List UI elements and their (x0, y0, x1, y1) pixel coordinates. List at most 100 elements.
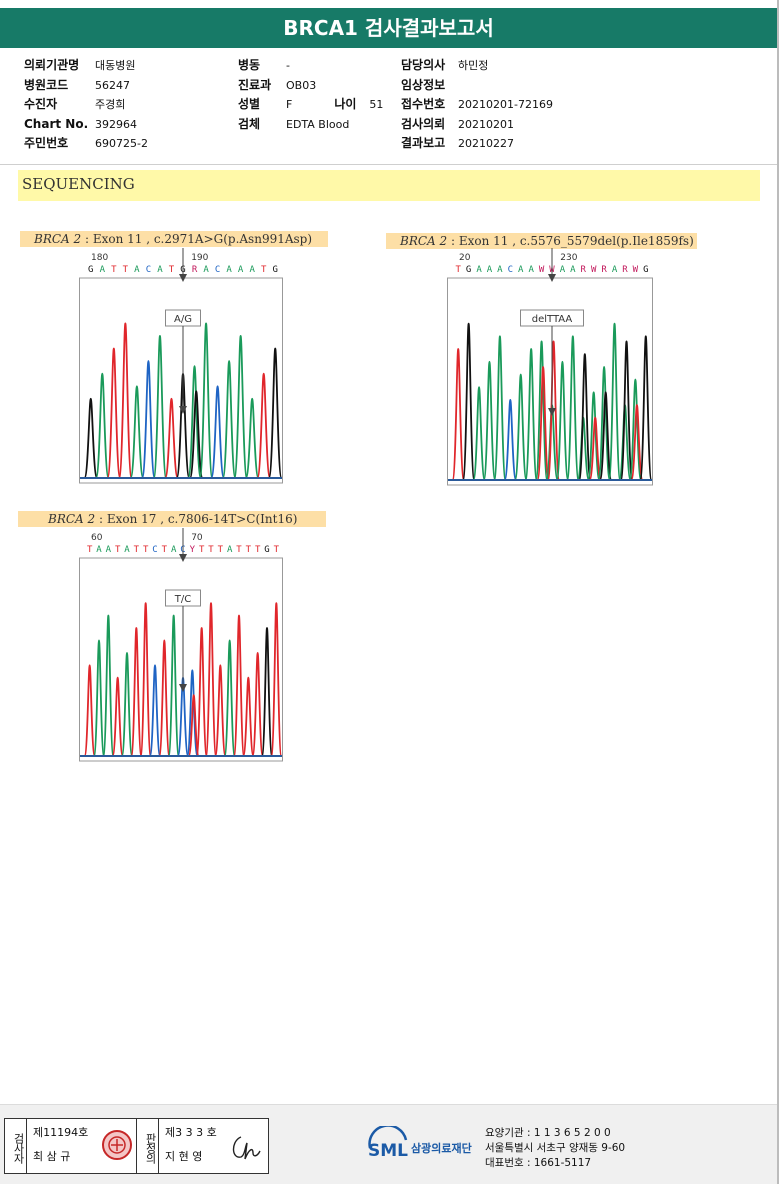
info-label: 검사의뢰 (401, 116, 446, 131)
trace-peak (524, 348, 538, 481)
base-call: W (539, 265, 545, 275)
trace-peak (514, 373, 528, 481)
base-call: W (633, 265, 639, 275)
trace-peak (129, 385, 145, 479)
base-call: G (466, 265, 471, 275)
info-value: EDTA Blood (286, 117, 350, 131)
base-call: R (581, 265, 587, 275)
reviewer-cell: 제3 3 3 호 지 현 영 (159, 1119, 268, 1173)
base-call: A (249, 265, 255, 275)
trace-peak (630, 404, 644, 481)
base-call: T (111, 265, 117, 275)
trace-peak (607, 322, 622, 481)
base-call: T (455, 265, 461, 275)
trace-peak (214, 664, 227, 757)
base-call: A (227, 545, 233, 555)
trace-peak (233, 335, 248, 479)
trace-peak (270, 602, 283, 757)
trace-peak (536, 365, 550, 481)
info-label: 의뢰기관명 (24, 58, 80, 72)
info-label: 병원코드 (24, 77, 69, 92)
trace-peak (256, 372, 271, 479)
trace-peak (260, 627, 274, 757)
info-value: - (286, 59, 290, 72)
base-call: A (518, 265, 524, 275)
info-row: 담당의사 하민정 (401, 56, 553, 76)
logo-text: SML (368, 1141, 408, 1161)
chromatogram-2-plot: 20230TGAAACAAWWAARWRARWGdelTTAA (447, 248, 653, 486)
base-call: A (203, 265, 209, 275)
chromatogram-3: 6070TAATATTCTACYTTTATTTGTT/C (79, 528, 283, 762)
trace-peak (92, 639, 106, 757)
inspector-cell: 제11194호 최 삼 규 (27, 1119, 137, 1173)
info-value: 하민정 (458, 59, 489, 72)
trace-peak (118, 322, 133, 479)
base-call: A (96, 545, 102, 555)
info-row: Chart No. 392964 (24, 115, 148, 135)
inspector-label: 검사자 (5, 1119, 27, 1173)
info-value: F (286, 98, 293, 111)
trace-peak (83, 664, 96, 757)
trace-peak (148, 664, 162, 757)
variant-call-label: delTTAA (532, 314, 573, 325)
trace-peak (462, 322, 476, 481)
position-label: 20 (459, 253, 471, 263)
base-call: T (274, 545, 280, 555)
trace-peak (195, 627, 208, 757)
trace-peak (599, 391, 613, 481)
trace-peak (164, 397, 179, 479)
age-label: 나이 (334, 97, 357, 111)
chromatogram-1-plot: 180190GATTACATGRACAAATGA/G (79, 248, 283, 484)
trace-peak (628, 378, 642, 481)
base-call: A (134, 265, 140, 275)
variant-label-3: BRCA 2 : Exon 17 , c.7806-14T>C(Int16) (18, 511, 326, 527)
trace-peak (223, 639, 236, 757)
info-label: 접수번호 (401, 97, 446, 111)
marker-arrow-icon (179, 684, 187, 692)
trace-peak (210, 385, 225, 479)
base-call: T (261, 265, 267, 275)
lab-address: 서울특별시 서초구 양재동 9-60 (485, 1142, 626, 1154)
gene-name: BRCA 2 (48, 512, 96, 526)
base-call: T (162, 545, 168, 555)
trace-peak (158, 639, 171, 757)
inspector-number: 제11194호 (33, 1126, 89, 1139)
trace-peak (120, 651, 134, 757)
trace-peak (167, 614, 180, 757)
base-call: C (215, 265, 220, 275)
base-call: A (226, 265, 232, 275)
trace-peak (221, 360, 237, 479)
info-value: 56247 (95, 78, 130, 92)
gene-name: BRCA 2 (34, 232, 82, 246)
info-row: 임상정보 (401, 76, 553, 96)
lab-info: 요양기관 : 1 1 3 6 5 2 0 0 서울특별시 서초구 양재동 9-6… (485, 1126, 625, 1171)
organization-name: 삼광의료재단 (411, 1142, 472, 1155)
trace-peak (566, 335, 580, 481)
chromatogram-2: 20230TGAAACAAWWAARWRARWGdelTTAA (447, 248, 653, 486)
info-row: 검사의뢰 20210201 (401, 115, 553, 135)
base-call: A (487, 265, 493, 275)
age-value: 51 (369, 98, 384, 111)
trace-peak (111, 676, 124, 757)
position-label: 180 (91, 253, 108, 263)
header-divider (0, 164, 777, 165)
info-label: 주민번호 (24, 136, 69, 150)
info-value: 대동병원 (95, 59, 136, 72)
reviewer-number: 제3 3 3 호 (165, 1126, 217, 1139)
variant-detail: : Exon 11 , c.5576_5579del(p.Ile1859fs) (447, 234, 694, 248)
info-value: OB03 (286, 78, 317, 92)
reviewer-label: 판정의 (137, 1119, 159, 1173)
info-label: 검체 (238, 116, 261, 131)
base-call: C (146, 265, 151, 275)
info-row: 검체 EDTA Blood (238, 115, 383, 135)
marker-arrow-icon (548, 408, 556, 416)
trace-peak (244, 397, 260, 479)
trace-peak (597, 365, 611, 481)
section-title: SEQUENCING (18, 170, 760, 201)
info-row: 주민번호 690725-2 (24, 134, 148, 154)
base-call: T (115, 545, 121, 555)
variant-detail: : Exon 17 , c.7806-14T>C(Int16) (95, 512, 298, 526)
info-row: 성별 F 나이 51 (238, 95, 383, 115)
position-label: 60 (91, 533, 103, 543)
